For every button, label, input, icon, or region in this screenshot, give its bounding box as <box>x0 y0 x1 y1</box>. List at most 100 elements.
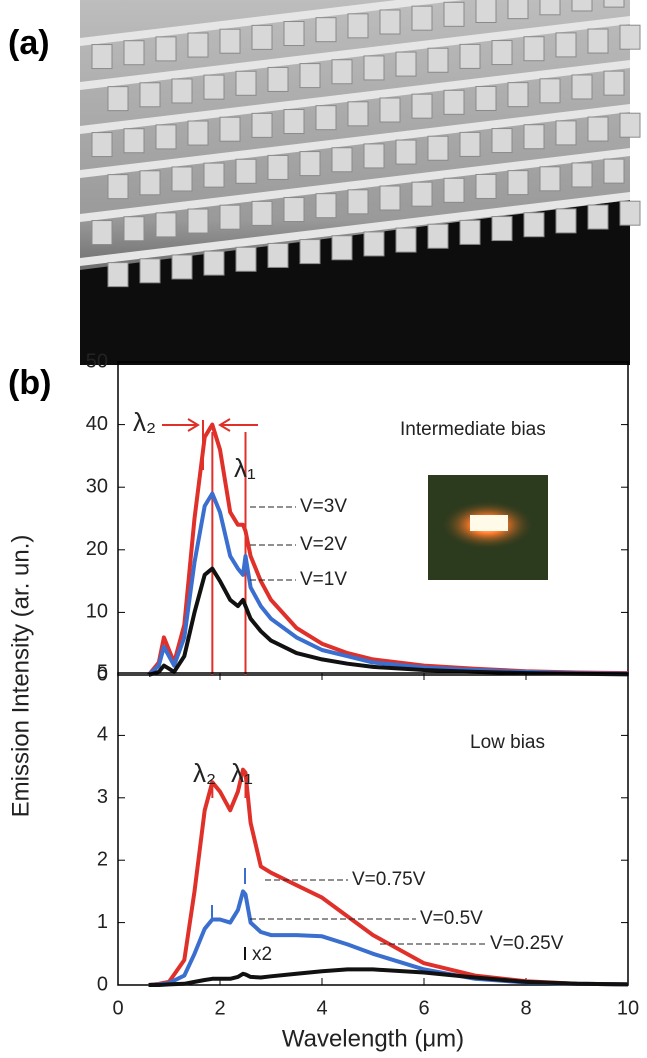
series-label: V=2V <box>300 534 347 555</box>
post <box>539 166 561 192</box>
post <box>603 158 625 184</box>
post <box>187 208 209 234</box>
x-tick-label: 10 <box>617 997 639 1019</box>
post <box>555 208 577 234</box>
post <box>427 47 449 73</box>
y-tick-label: 4 <box>97 724 108 746</box>
post <box>411 181 433 207</box>
rod <box>80 60 630 134</box>
series-line <box>148 566 629 677</box>
arrow <box>162 418 200 432</box>
series-line <box>147 422 629 677</box>
post <box>219 116 241 142</box>
post <box>171 254 193 280</box>
y-tick-label: 5 <box>97 661 108 683</box>
post <box>523 212 545 238</box>
post <box>299 239 321 265</box>
post <box>459 43 481 69</box>
post <box>283 21 305 47</box>
series-line <box>148 967 629 987</box>
post <box>571 74 593 100</box>
plot-frame <box>117 361 629 676</box>
post <box>251 112 273 138</box>
post <box>203 162 225 188</box>
annotation: λ₂ <box>193 758 216 788</box>
y-tick-label: 40 <box>86 413 108 435</box>
post <box>395 51 417 77</box>
post <box>427 223 449 249</box>
series-label: V=1V <box>300 569 347 590</box>
post <box>491 216 513 242</box>
series-label: V=3V <box>300 496 347 517</box>
post <box>587 28 609 54</box>
post <box>155 212 177 238</box>
y-tick-label: 1 <box>97 911 108 933</box>
post <box>443 1 465 27</box>
post <box>619 112 641 138</box>
series-line <box>147 491 629 677</box>
post <box>523 124 545 150</box>
panel-label: (a) <box>8 24 50 62</box>
post <box>267 242 289 268</box>
post <box>235 70 257 96</box>
x-tick-label: 0 <box>112 997 123 1019</box>
post <box>123 40 145 66</box>
series-label: V=0.25V <box>490 933 564 954</box>
post <box>299 63 321 89</box>
post <box>587 116 609 142</box>
post <box>475 85 497 111</box>
post <box>91 132 113 158</box>
post <box>507 170 529 196</box>
post <box>315 17 337 43</box>
post <box>203 250 225 276</box>
post <box>331 147 353 173</box>
post <box>395 227 417 253</box>
post <box>331 235 353 261</box>
post <box>619 24 641 50</box>
rod <box>80 148 630 222</box>
post <box>363 231 385 257</box>
post <box>155 124 177 150</box>
y-axis-title: Emission Intensity (ar. un.) <box>7 535 34 818</box>
y-tick-label: 30 <box>86 475 108 497</box>
post <box>475 173 497 199</box>
series-label: V=0.75V <box>352 869 426 890</box>
plot-frame <box>117 672 629 986</box>
y-tick-label: 2 <box>97 848 108 870</box>
series-line <box>148 889 629 987</box>
post <box>155 36 177 62</box>
x-axis-title: Wavelength (μm) <box>282 1025 464 1052</box>
post <box>123 216 145 242</box>
y-tick-label: 20 <box>86 538 108 560</box>
post <box>443 89 465 115</box>
post <box>91 220 113 246</box>
post <box>91 44 113 70</box>
annotation: λ₂ <box>133 407 156 437</box>
post <box>251 24 273 50</box>
post <box>171 166 193 192</box>
post <box>555 32 577 58</box>
post <box>107 262 129 288</box>
post <box>203 74 225 100</box>
post <box>139 82 161 108</box>
post <box>427 135 449 161</box>
annotation: x2 <box>252 944 272 965</box>
post <box>139 258 161 284</box>
post <box>379 9 401 35</box>
post <box>443 177 465 203</box>
post <box>347 101 369 127</box>
post <box>123 128 145 154</box>
y-tick-label: 0 <box>97 973 108 995</box>
post <box>603 70 625 96</box>
y-tick-label: 50 <box>86 350 108 372</box>
post <box>571 0 593 12</box>
post <box>555 120 577 146</box>
post <box>267 66 289 92</box>
post <box>251 200 273 226</box>
post <box>507 0 529 20</box>
post <box>571 162 593 188</box>
post <box>171 78 193 104</box>
post <box>603 0 625 8</box>
x-tick-label: 8 <box>520 997 531 1019</box>
